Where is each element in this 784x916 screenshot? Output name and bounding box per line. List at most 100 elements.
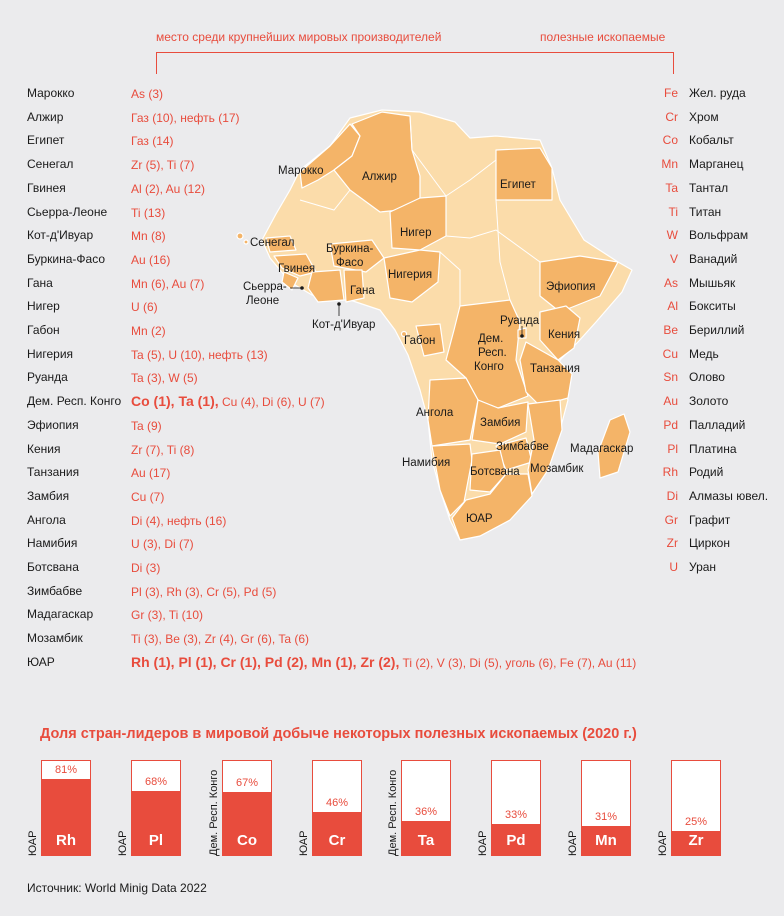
bar-leader-country: ЮАР <box>657 830 669 856</box>
bar-leader-country: ЮАР <box>298 830 310 856</box>
legend-mineral-name: Олово <box>689 370 725 385</box>
bar-fill <box>492 824 540 855</box>
map-south-africa <box>451 473 533 541</box>
country-name: Сенегал <box>27 157 74 172</box>
map-gabon <box>415 323 445 357</box>
country-row: Сенегал Zr (5), Ti (7) <box>0 152 784 176</box>
country-minerals: U (3), Di (7) <box>131 531 194 556</box>
country-name: Мозамбик <box>27 631 83 646</box>
legend-mineral-name: Бериллий <box>689 323 745 337</box>
bar-mn: 31% Mn <box>581 760 631 856</box>
country-name: Танзания <box>27 465 80 480</box>
map-label: Египет <box>500 179 537 191</box>
country-name: Руанда <box>27 370 68 385</box>
legend-symbol: Fe <box>663 86 678 100</box>
legend-row: Ta Тантал <box>620 176 784 200</box>
legend-row: Rh Родий <box>620 460 784 484</box>
map-label: Алжир <box>362 171 397 183</box>
map-cote-divoire <box>307 269 345 303</box>
map-label: Нигер <box>400 227 431 239</box>
country-row: Марокко As (3) <box>0 81 784 105</box>
bar-fill <box>402 821 450 855</box>
bar-cr: 46% Cr <box>312 760 362 856</box>
legend-symbol: Zr <box>666 536 678 551</box>
country-name: Нигер <box>27 299 60 314</box>
map-label: Зимбабве <box>496 441 549 453</box>
map-island-cape-verde-2 <box>243 239 249 245</box>
country-row: Нигер U (6) <box>0 294 784 318</box>
country-minerals: Mn (2) <box>131 318 166 343</box>
leading-positions: Rh (1), Pl (1), Cr (1), Pd (2), Mn (1), … <box>131 653 400 670</box>
country-name: Габон <box>27 323 60 337</box>
bar-rh: 81% Rh <box>41 760 91 856</box>
map-label: Ботсвана <box>470 466 520 478</box>
legend-row: As Мышьяк <box>620 271 784 295</box>
legend-mineral-name: Тантал <box>689 180 729 195</box>
country-minerals: Ti (13) <box>131 200 165 225</box>
bar-fill <box>223 792 271 855</box>
chart-title: Доля стран-лидеров в мировой добыче неко… <box>40 726 637 742</box>
bar-mineral-symbol: Pl <box>148 832 164 849</box>
legend-row: Fe Жел. руда <box>620 81 784 105</box>
legend-mineral-name: Титан <box>689 204 722 219</box>
legend-symbol: Au <box>663 394 678 409</box>
country-row: Ботсвана Di (3) <box>0 555 784 579</box>
legend-row: V Ванадий <box>620 247 784 271</box>
bar-value-label: 81% <box>54 764 78 776</box>
bar-leader-country: ЮАР <box>27 830 39 856</box>
legend-row: Di Алмазы ювел. <box>620 484 784 508</box>
map-label: Респ. <box>478 347 507 359</box>
bar-leader-country: Дем. Респ. Конго <box>387 769 399 856</box>
bar-fill <box>313 812 361 855</box>
country-row: Намибия U (3), Di (7) <box>0 531 784 555</box>
legend-row: Pd Палладий <box>620 413 784 437</box>
legend-symbol: V <box>669 251 678 266</box>
country-row: Кения Zr (7), Ti (8) <box>0 437 784 461</box>
legend-symbol: Ti <box>668 204 678 219</box>
country-name: Намибия <box>27 536 78 551</box>
country-minerals: Ta (3), W (5) <box>131 365 198 390</box>
map-label: Мозамбик <box>530 463 584 475</box>
country-minerals: Ta (5), U (10), нефть (13) <box>131 342 268 367</box>
map-mozambique <box>527 399 563 495</box>
country-row: Ангола Di (4), нефть (16) <box>0 508 784 532</box>
legend-mineral-name: Циркон <box>689 536 730 551</box>
legend-row: W Вольфрам <box>620 223 784 247</box>
other-positions: Zr (7), Ti (8) <box>131 442 195 457</box>
legend-symbol: Gr <box>664 512 678 527</box>
bar-mineral-symbol: Pd <box>506 832 526 849</box>
legend-mineral-name: Уран <box>689 560 717 574</box>
map-sierra-leone <box>281 271 299 291</box>
country-name: Гвинея <box>27 180 66 195</box>
other-positions: Mn (2) <box>131 324 166 338</box>
map-label: Дем. <box>478 333 503 345</box>
legend-symbol: Sn <box>663 370 678 385</box>
bar-value-label: 36% <box>414 806 438 818</box>
map-angola <box>427 377 479 447</box>
country-row: Руанда Ta (3), W (5) <box>0 365 784 389</box>
legend-row: Be Бериллий <box>620 318 784 342</box>
other-positions: Газ (14) <box>131 134 174 149</box>
country-name: Эфиопия <box>27 417 79 432</box>
map-botswana <box>469 449 507 493</box>
map-label: Габон <box>404 335 435 347</box>
header-minerals-label: полезные ископаемые <box>540 30 666 44</box>
bar-mineral-symbol: Ta <box>417 832 435 849</box>
country-name: Сьерра-Леоне <box>27 204 108 219</box>
country-name: Кения <box>27 441 61 456</box>
other-positions: Di (3) <box>131 561 161 575</box>
other-positions: U (6) <box>131 300 158 315</box>
country-minerals: Газ (14) <box>131 128 174 153</box>
map-senegal <box>265 235 297 253</box>
bar-value-label: 46% <box>325 797 349 809</box>
other-positions: Ta (3), W (5) <box>131 371 198 386</box>
country-row: Кот-д'Ивуар Mn (8) <box>0 223 784 247</box>
bar-pl: 68% Pl <box>131 760 181 856</box>
other-positions: Ti (3), Be (3), Zr (4), Gr (6), Ta (6) <box>131 632 310 647</box>
map-label: Намибия <box>402 457 450 469</box>
other-positions: As (3) <box>131 87 164 101</box>
legend-symbol: Pd <box>663 417 678 432</box>
country-minerals: Zr (5), Ti (7) <box>131 152 194 177</box>
map-kenya <box>539 305 581 361</box>
country-minerals: Al (2), Au (12) <box>131 176 205 201</box>
